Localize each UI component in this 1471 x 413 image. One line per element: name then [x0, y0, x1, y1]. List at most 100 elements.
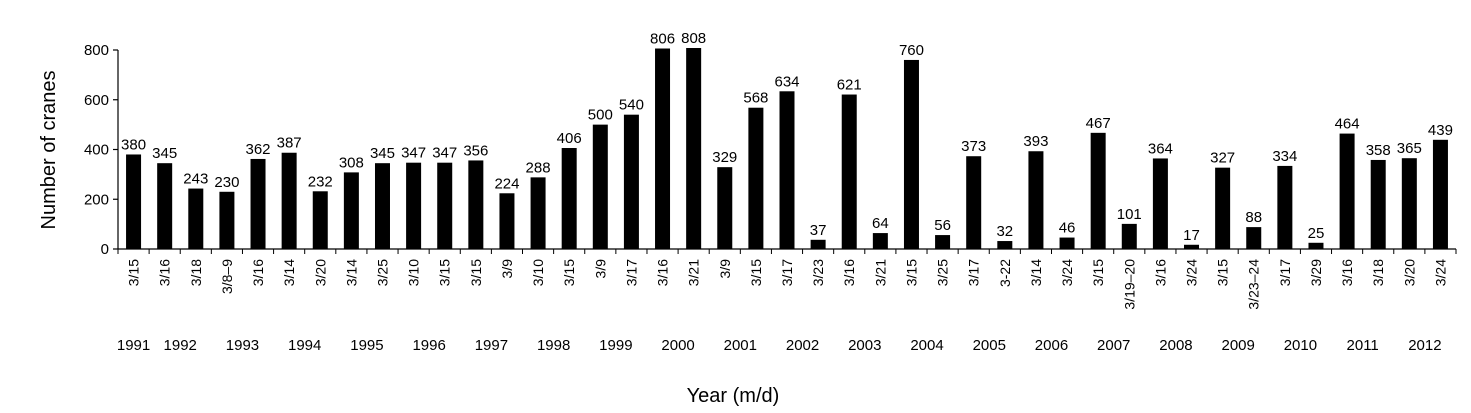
bar-value-label: 347 [401, 145, 426, 162]
year-labels: 1991 1992 1993 1994 1995 1996 1997 1998 1999 2000… [117, 337, 1442, 354]
year-label: 2009 [1221, 337, 1254, 354]
bar-date-label: 3/10 [406, 259, 422, 286]
year-label: 2002 [786, 337, 819, 354]
year-label: 1992 [164, 337, 197, 354]
bar-date-label: 3/24 [1059, 259, 1075, 286]
bar-date-label: 3/25 [935, 259, 951, 286]
bar [1121, 223, 1137, 249]
bar-value-label: 329 [712, 149, 737, 166]
y-axis-title: Number of cranes [38, 71, 60, 230]
bar-value-label: 46 [1059, 220, 1076, 237]
bar-value-label: 365 [1397, 140, 1422, 157]
bar-date-label: 3/9 [717, 259, 733, 279]
bar-date-label: 3/24 [1184, 259, 1200, 286]
bar-date-label: 3/17 [966, 259, 982, 286]
bar-value-label: 345 [152, 145, 177, 162]
bar [1308, 242, 1324, 249]
bar [250, 158, 266, 249]
bar [1152, 158, 1168, 249]
bar-date-label: 3/16 [157, 259, 173, 286]
bar-value-label: 387 [277, 135, 302, 152]
year-label: 2004 [910, 337, 943, 354]
bar-value-label: 464 [1335, 116, 1360, 133]
bar-value-label: 760 [899, 42, 924, 59]
y-tick-label: 600 [84, 92, 109, 109]
bar-value-label: 364 [1148, 140, 1173, 157]
bar-value-label: 37 [810, 222, 827, 239]
y-tick-label: 200 [84, 191, 109, 208]
bar-date-label: 3/20 [1401, 259, 1417, 286]
bar-value-label: 64 [872, 215, 889, 232]
y-tick-label: 800 [84, 42, 109, 59]
bar [1246, 227, 1262, 249]
year-label: 1999 [599, 337, 632, 354]
bar-value-label: 288 [526, 159, 551, 176]
year-label: 1996 [412, 337, 445, 354]
bar [1277, 165, 1293, 249]
bar-date-label: 3/9 [499, 259, 515, 279]
bar [903, 59, 919, 250]
bar-value-label: 327 [1210, 150, 1235, 167]
bar-value-label: 406 [557, 130, 582, 147]
bar-value-label: 224 [494, 175, 519, 192]
bar [1184, 244, 1200, 249]
bar-date-label: 3/15 [468, 259, 484, 286]
bar-value-label: 56 [934, 217, 951, 234]
bar [406, 162, 422, 249]
bar [530, 177, 546, 249]
bar-date-label: 3/20 [312, 259, 328, 286]
bar-date-label: 3/14 [1028, 259, 1044, 286]
bar-value-label: 808 [681, 30, 706, 47]
bar [1401, 158, 1417, 249]
bar-value-label: 380 [121, 136, 146, 153]
bar-value-label: 32 [996, 223, 1013, 240]
bar-date-label: 3/16 [655, 259, 671, 286]
bar-date-label: 3/21 [686, 259, 702, 286]
bar-date-label: 3/17 [779, 259, 795, 286]
bar [810, 239, 826, 249]
bar-date-label: 3/14 [281, 259, 297, 286]
bar-value-label: 393 [1023, 133, 1048, 150]
bar-value-label: 467 [1086, 115, 1111, 132]
year-label: 2011 [1347, 337, 1379, 354]
year-label: 2010 [1284, 337, 1317, 354]
bar-date-label: 3/21 [872, 259, 888, 286]
bar-date-label: 3/24 [1432, 259, 1448, 286]
bar [499, 193, 515, 249]
bar-date-label: 3/9 [592, 259, 608, 279]
bar [1090, 132, 1106, 249]
bar-value-label: 500 [588, 107, 613, 124]
bar [374, 163, 390, 249]
year-label: 1995 [350, 337, 383, 354]
bar [312, 191, 328, 249]
bar-value-label: 362 [246, 141, 271, 158]
bar-date-label: 3/14 [343, 259, 359, 286]
bar [157, 163, 173, 249]
bar-date-label: 3/15 [748, 259, 764, 286]
bar-date-label: 3/15 [1215, 259, 1231, 286]
bar-value-label: 373 [961, 138, 986, 155]
bar [997, 241, 1013, 249]
bar-value-label: 621 [837, 77, 862, 94]
bar [281, 152, 297, 249]
bar [748, 107, 764, 250]
year-label: 1993 [226, 337, 259, 354]
bar [966, 156, 982, 249]
bar-value-label: 347 [432, 145, 457, 162]
year-label: 2003 [848, 337, 881, 354]
bar-date-label: 3-22 [997, 259, 1013, 287]
bar-date-label: 3/29 [1308, 259, 1324, 286]
bar [841, 94, 857, 250]
bar-date-label: 3/16 [1152, 259, 1168, 286]
bar-date-label: 3/15 [1090, 259, 1106, 286]
year-label: 2000 [661, 337, 694, 354]
bar-date-label: 3/15 [126, 259, 142, 286]
bar [1215, 167, 1231, 249]
bar-value-label: 334 [1272, 148, 1297, 165]
year-label: 2008 [1159, 337, 1192, 354]
bar-value-label: 806 [650, 31, 675, 48]
bar [468, 160, 484, 249]
year-label: 1994 [288, 337, 321, 354]
year-label: 2001 [724, 337, 757, 354]
